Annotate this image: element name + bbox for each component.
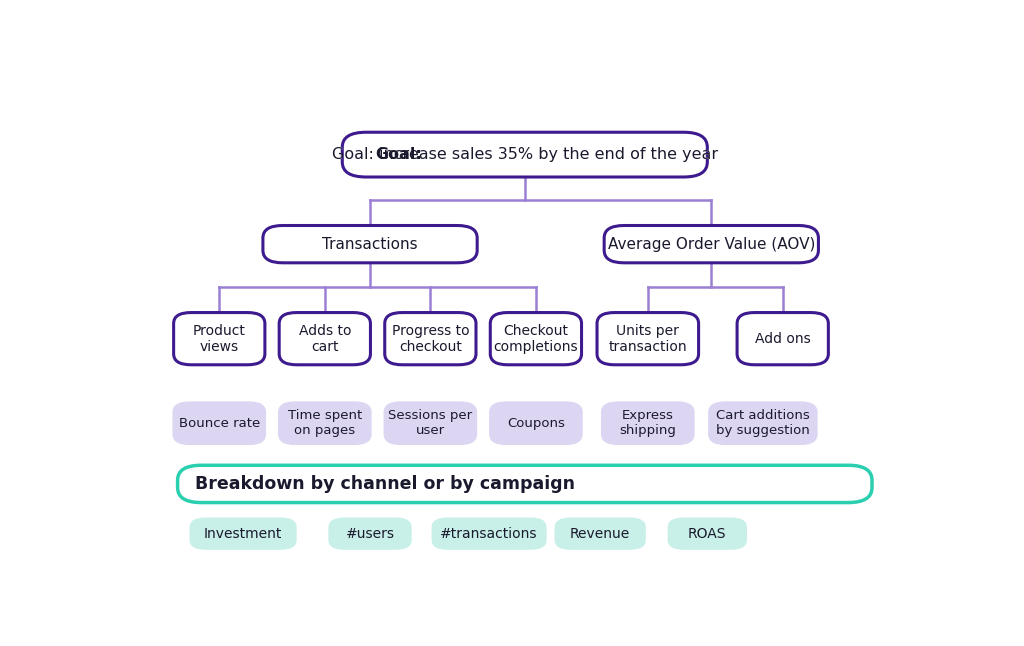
FancyBboxPatch shape — [189, 517, 297, 550]
FancyBboxPatch shape — [342, 132, 708, 177]
Text: Breakdown by channel or by campaign: Breakdown by channel or by campaign — [196, 475, 575, 493]
Text: Bounce rate: Bounce rate — [178, 417, 260, 430]
FancyBboxPatch shape — [601, 401, 694, 445]
Text: Sessions per
user: Sessions per user — [388, 409, 472, 437]
Text: #transactions: #transactions — [440, 526, 538, 541]
FancyBboxPatch shape — [431, 517, 547, 550]
Text: Revenue: Revenue — [570, 526, 631, 541]
FancyBboxPatch shape — [489, 401, 583, 445]
Text: Goal:: Goal: — [375, 147, 422, 162]
Text: Goal: increase sales 35% by the end of the year: Goal: increase sales 35% by the end of t… — [332, 147, 718, 162]
FancyBboxPatch shape — [174, 313, 265, 365]
FancyBboxPatch shape — [280, 313, 371, 365]
Text: Product
views: Product views — [193, 324, 246, 354]
Text: Investment: Investment — [204, 526, 283, 541]
Text: ROAS: ROAS — [688, 526, 727, 541]
Text: Goal: increase sales 35% by the end of the year: Goal: increase sales 35% by the end of t… — [332, 147, 718, 162]
Text: Average Order Value (AOV): Average Order Value (AOV) — [607, 236, 815, 252]
FancyBboxPatch shape — [604, 225, 818, 263]
FancyBboxPatch shape — [555, 517, 646, 550]
FancyBboxPatch shape — [668, 517, 746, 550]
Text: Time spent
on pages: Time spent on pages — [288, 409, 361, 437]
Text: Coupons: Coupons — [507, 417, 565, 430]
FancyBboxPatch shape — [385, 313, 476, 365]
Text: Cart additions
by suggestion: Cart additions by suggestion — [716, 409, 810, 437]
FancyBboxPatch shape — [177, 465, 872, 503]
Text: Transactions: Transactions — [323, 236, 418, 252]
FancyBboxPatch shape — [172, 401, 266, 445]
Text: Adds to
cart: Adds to cart — [299, 324, 351, 354]
FancyBboxPatch shape — [737, 313, 828, 365]
Text: Express
shipping: Express shipping — [620, 409, 676, 437]
FancyBboxPatch shape — [329, 517, 412, 550]
Text: #users: #users — [345, 526, 394, 541]
Text: Checkout
completions: Checkout completions — [494, 324, 579, 354]
Text: Units per
transaction: Units per transaction — [608, 324, 687, 354]
FancyBboxPatch shape — [490, 313, 582, 365]
Text: Add ons: Add ons — [755, 331, 811, 346]
FancyBboxPatch shape — [384, 401, 477, 445]
FancyBboxPatch shape — [263, 225, 477, 263]
Text: Progress to
checkout: Progress to checkout — [391, 324, 469, 354]
FancyBboxPatch shape — [597, 313, 698, 365]
FancyBboxPatch shape — [709, 401, 817, 445]
FancyBboxPatch shape — [278, 401, 372, 445]
